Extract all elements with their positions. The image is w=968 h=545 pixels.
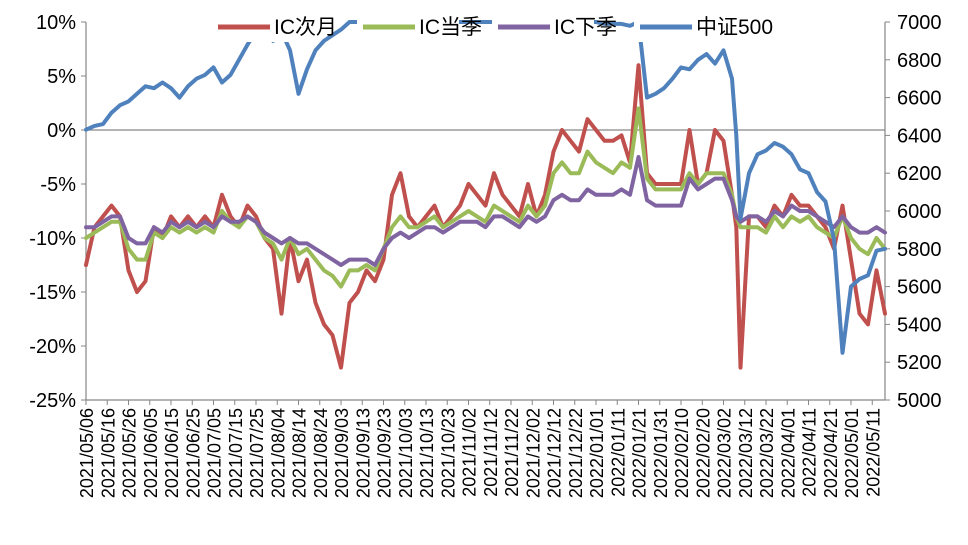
x-tick-label: 2021/06/15	[162, 408, 182, 498]
series-line-3	[84, 155, 887, 267]
legend-label-3: IC下季	[554, 16, 617, 39]
x-tick-label: 2022/03/02	[715, 408, 735, 498]
x-tick-label: 2021/09/03	[332, 408, 352, 498]
x-tick-label: 2022/01/21	[630, 408, 650, 498]
left-tick-label: 10%	[36, 12, 76, 34]
left-tick-label: 0%	[47, 120, 76, 142]
right-tick-label: 5200	[897, 352, 942, 374]
series-line-4	[84, 20, 887, 355]
left-tick-label: -20%	[29, 336, 76, 358]
left-tick-label: -25%	[29, 390, 76, 412]
x-tick-label: 2021/11/22	[502, 408, 522, 497]
x-tick-label: 2022/01/01	[587, 408, 607, 498]
x-tick-label: 2021/05/26	[120, 408, 140, 498]
right-tick-label: 6800	[897, 50, 942, 72]
legend: IC次月 IC当季 IC下季 中证500	[212, 12, 776, 42]
x-tick-label: 2022/05/01	[842, 408, 862, 498]
x-tick-label: 2022/05/11	[863, 408, 883, 497]
right-tick-label: 6600	[897, 88, 942, 110]
x-tick-label: 2021/07/05	[205, 408, 225, 498]
series-layer	[84, 20, 887, 370]
legend-label-2: IC当季	[419, 16, 482, 39]
right-tick-label: 5000	[897, 390, 942, 412]
left-tick-label: -10%	[29, 228, 76, 250]
x-tick-label: 2022/01/11	[608, 408, 628, 497]
x-tick-label: 2021/07/25	[247, 408, 267, 498]
x-tick-label: 2021/06/05	[141, 408, 161, 498]
x-tick-label: 2022/02/10	[672, 408, 692, 498]
x-tick-label: 2022/01/31	[651, 408, 671, 498]
x-tick-label: 2021/08/14	[290, 408, 310, 498]
x-tick-label: 2021/09/23	[375, 408, 395, 498]
x-tick-label: 2021/08/24	[311, 408, 331, 498]
x-tick-label: 2021/12/12	[545, 408, 565, 498]
right-tick-label: 6000	[897, 201, 942, 223]
x-tick-label: 2021/10/13	[417, 408, 437, 498]
right-tick-label: 6200	[897, 163, 942, 185]
x-tick-label: 2021/05/06	[77, 408, 97, 498]
x-tick-label: 2021/08/04	[268, 408, 288, 498]
x-tick-label: 2022/02/20	[693, 408, 713, 498]
x-tick-label: 2021/12/02	[523, 408, 543, 498]
x-tick-label: 2022/04/01	[778, 408, 798, 498]
x-tick-label: 2022/04/11	[800, 408, 820, 497]
right-tick-label: 5600	[897, 277, 942, 299]
x-tick-label: 2022/03/22	[757, 408, 777, 498]
x-tick-label: 2021/05/16	[98, 408, 118, 498]
right-tick-label: 7000	[897, 12, 942, 34]
legend-label-4: 中证500	[696, 16, 773, 39]
right-tick-label: 5400	[897, 314, 942, 336]
x-tick-label: 2022/03/12	[736, 408, 756, 498]
x-tick-label: 2021/07/15	[226, 408, 246, 498]
series-line-2	[84, 106, 887, 289]
legend-label-1: IC次月	[274, 16, 337, 39]
right-tick-label: 6400	[897, 125, 942, 147]
x-tick-label: 2021/10/03	[396, 408, 416, 498]
x-tick-label: 2022/04/21	[821, 408, 841, 498]
axes: 10% 5% 0% -5% -10% -15% -20% -25% 7000 6800 6600 64…	[29, 12, 941, 498]
x-tick-label: 2021/09/13	[353, 408, 373, 498]
right-tick-label: 5800	[897, 239, 942, 261]
x-tick-label: 2021/11/12	[481, 408, 501, 497]
left-tick-label: 5%	[47, 66, 76, 88]
x-tick-label: 2021/11/02	[460, 408, 480, 497]
x-tick-label: 2021/10/23	[438, 408, 458, 498]
x-tick-label: 2021/06/25	[183, 408, 203, 498]
left-tick-label: -15%	[29, 282, 76, 304]
series-line-1	[84, 63, 887, 370]
x-tick-label: 2021/12/22	[566, 408, 586, 498]
left-tick-label: -5%	[40, 174, 76, 196]
